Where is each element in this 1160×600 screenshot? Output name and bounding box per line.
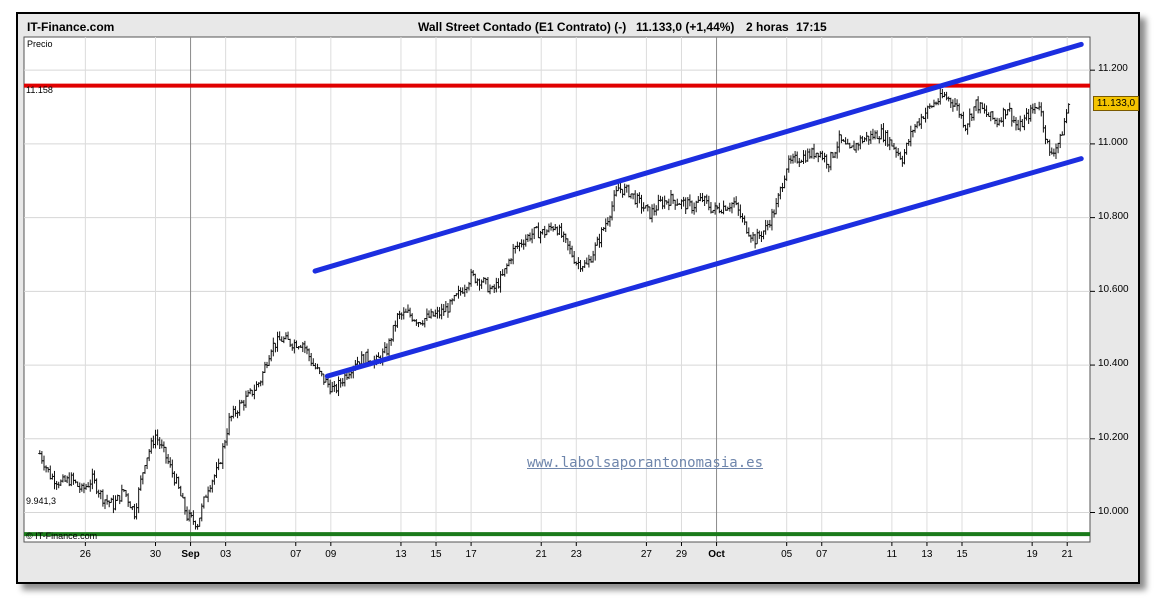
y-tick-label: 11.200 — [1098, 63, 1128, 75]
x-month-label: Sep — [181, 549, 200, 560]
support-label: 9.941,3 — [26, 496, 57, 506]
x-tick-label: 21 — [535, 549, 547, 560]
brand-title: IT-Finance.com — [27, 20, 115, 34]
y-tick-label: 10.000 — [1098, 505, 1129, 517]
x-tick-label: 19 — [1026, 549, 1038, 560]
x-tick-label: 26 — [79, 549, 91, 560]
channel-lower-line — [324, 156, 1084, 379]
last-price-badge: 11.133,0 — [1093, 96, 1139, 111]
x-tick-label: 17 — [465, 549, 477, 560]
x-tick-label: 23 — [570, 549, 582, 560]
copyright: © IT-Finance.com — [26, 531, 98, 541]
horizontal-levels — [24, 83, 1090, 537]
x-tick-label: 03 — [220, 549, 232, 560]
x-month-label: Oct — [708, 549, 725, 560]
x-tick-label: 13 — [921, 549, 933, 560]
gridlines — [24, 37, 1090, 542]
price-bars — [38, 87, 1071, 530]
last-change: 11.133,0 (+1,44%) — [636, 20, 735, 34]
x-tick-label: 07 — [290, 549, 302, 560]
x-tick-label: 15 — [956, 549, 968, 560]
y-tick-label: 11.000 — [1098, 136, 1128, 148]
x-tick-label: 27 — [640, 549, 652, 560]
ohlc-bar — [1067, 103, 1071, 114]
watermark-link[interactable]: www.labolsaporantonomasia.es — [527, 455, 764, 471]
x-tick-label: 11 — [886, 549, 898, 560]
y-tick-label: 10.400 — [1098, 358, 1129, 370]
plot-area — [23, 36, 1091, 543]
trend-channel — [312, 41, 1084, 379]
x-tick-label: 07 — [816, 549, 828, 560]
x-tick-label: 05 — [781, 549, 793, 560]
y-tick-label: 10.200 — [1098, 431, 1129, 443]
y-tick-label: 10.800 — [1098, 210, 1129, 222]
x-tick-label: 15 — [430, 549, 442, 560]
x-tick-label: 30 — [149, 549, 162, 560]
y-axis-label: Precio — [27, 39, 53, 49]
y-tick-label: 10.600 — [1098, 284, 1129, 296]
channel-upper-line — [312, 41, 1084, 274]
x-tick-label: 29 — [675, 549, 688, 560]
update-time: 17:15 — [796, 20, 827, 34]
timeframe: 2 horas — [746, 20, 789, 34]
instrument-title: Wall Street Contado (E1 Contrato) (-) — [418, 20, 627, 34]
x-tick-label: 21 — [1061, 549, 1073, 560]
x-tick-label: 13 — [395, 549, 407, 560]
x-tick-label: 09 — [325, 549, 337, 560]
resistance-label: 11.158 — [26, 85, 53, 95]
axes — [84, 69, 1095, 546]
